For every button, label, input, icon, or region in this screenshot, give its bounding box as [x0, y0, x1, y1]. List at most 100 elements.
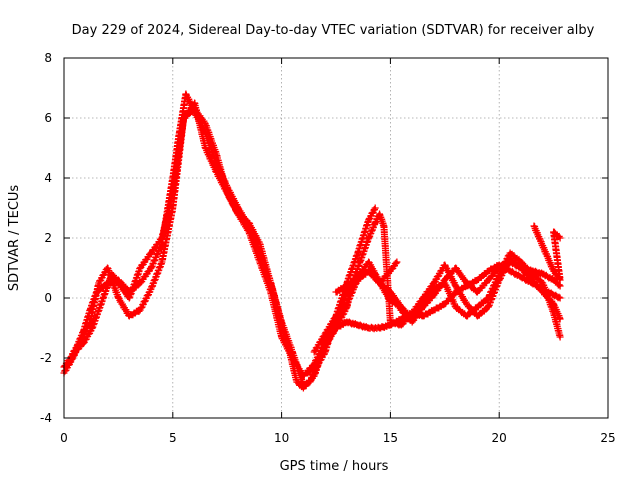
- data-point: [247, 230, 251, 234]
- tick-labels: 0 5 10 15 20 25 -4 -2 0 2 4 6 8: [40, 51, 616, 445]
- data-point: [171, 191, 174, 195]
- data-point: [552, 278, 555, 282]
- data-point: [530, 278, 534, 282]
- data-point: [258, 242, 262, 246]
- data-point: [204, 146, 207, 150]
- data-point: [73, 350, 77, 354]
- data-point: [97, 281, 101, 285]
- data-point: [110, 272, 114, 276]
- data-point: [400, 323, 403, 327]
- data-point: [149, 266, 153, 270]
- data-point: [558, 317, 562, 321]
- data-point: [552, 293, 555, 297]
- data-point: [313, 350, 316, 354]
- data-point: [476, 290, 479, 294]
- data-point: [193, 107, 196, 111]
- data-point: [247, 221, 251, 225]
- data-point: [443, 302, 446, 306]
- data-point: [552, 230, 555, 234]
- data-point: [215, 170, 218, 174]
- data-point: [465, 281, 468, 285]
- data-point: [508, 269, 512, 273]
- data-point: [400, 305, 403, 309]
- data-point: [508, 251, 512, 255]
- data-point: [302, 386, 305, 390]
- data-point: [236, 212, 240, 216]
- data-point: [530, 272, 534, 276]
- data-point: [373, 206, 377, 210]
- data-point: [160, 260, 164, 264]
- y-tick-label: -4: [40, 411, 52, 425]
- data-point: [532, 224, 536, 228]
- data-point: [454, 266, 457, 270]
- data-point: [443, 263, 446, 267]
- data-point: [128, 296, 131, 300]
- x-tick-label: 0: [60, 431, 68, 445]
- data-point: [519, 260, 523, 264]
- data-point: [295, 380, 299, 384]
- data-point: [119, 284, 122, 288]
- data-point: [138, 266, 142, 270]
- x-tick-label: 20: [492, 431, 507, 445]
- y-tick-label: 4: [44, 171, 52, 185]
- data-point: [302, 374, 305, 378]
- data-point: [487, 278, 490, 282]
- series-track-7: [530, 222, 564, 284]
- chart-title: Day 229 of 2024, Sidereal Day-to-day VTE…: [72, 23, 595, 38]
- data-point: [389, 320, 392, 324]
- data-point: [395, 260, 399, 264]
- data-point: [367, 269, 370, 273]
- data-point: [356, 323, 359, 327]
- data-point: [454, 305, 457, 309]
- data-point: [88, 320, 92, 324]
- data-point: [315, 362, 318, 366]
- y-tick-label: 8: [44, 51, 52, 65]
- y-tick-label: 0: [44, 291, 52, 305]
- data-point: [117, 296, 120, 300]
- data-point: [519, 275, 523, 279]
- data-point: [82, 341, 85, 345]
- y-tick-label: -2: [40, 351, 52, 365]
- data-point: [476, 278, 479, 282]
- x-axis-label: GPS time / hours: [280, 459, 389, 474]
- data-point: [410, 311, 414, 315]
- data-point: [269, 290, 272, 294]
- data-point: [128, 314, 131, 318]
- data-point: [160, 236, 164, 240]
- x-tick-label: 15: [383, 431, 398, 445]
- y-tick-label: 6: [44, 111, 52, 125]
- data-point: [334, 326, 338, 330]
- data-point: [291, 356, 294, 360]
- data-point: [138, 281, 142, 285]
- series-track-3: [64, 105, 564, 380]
- data-point: [149, 251, 153, 255]
- data-point: [558, 335, 562, 339]
- data-point: [367, 326, 370, 330]
- data-point: [558, 296, 562, 300]
- data-point: [378, 326, 381, 330]
- data-point: [345, 284, 349, 288]
- data-point: [149, 287, 153, 291]
- data-point: [545, 254, 549, 258]
- data-point: [378, 212, 381, 216]
- data-point: [313, 374, 316, 378]
- data-point: [432, 308, 436, 312]
- data-point: [465, 314, 468, 318]
- data-point: [476, 314, 479, 318]
- x-tick-label: 25: [600, 431, 615, 445]
- data-point: [487, 305, 490, 309]
- data-point: [345, 305, 349, 309]
- data-point: [182, 116, 185, 120]
- data-point: [306, 371, 309, 375]
- data-point: [432, 281, 436, 285]
- data-point: [487, 269, 490, 273]
- data-point: [358, 260, 362, 264]
- data-layer: [60, 90, 564, 392]
- data-point: [367, 218, 370, 222]
- data-point: [382, 224, 386, 228]
- data-point: [443, 281, 446, 285]
- data-point: [334, 314, 338, 318]
- data-point: [552, 302, 555, 306]
- data-point: [454, 284, 457, 288]
